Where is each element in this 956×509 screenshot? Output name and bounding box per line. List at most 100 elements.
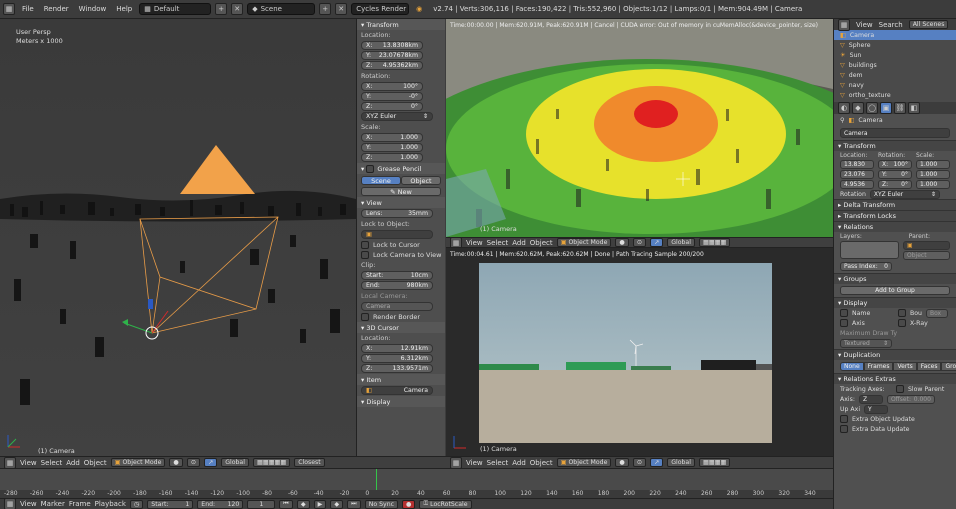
slow-parent-checkbox[interactable] [896, 385, 904, 393]
axis-checkbox[interactable] [840, 319, 848, 327]
menu-help[interactable]: Help [116, 5, 133, 13]
object-name-field[interactable]: Camera [840, 128, 950, 138]
menu-select[interactable]: Select [40, 458, 63, 467]
item-name-field[interactable]: ◧ Camera [361, 386, 433, 395]
constraints-tab-icon[interactable]: ⛓ [894, 102, 906, 114]
dup-group-tab[interactable]: Group [941, 362, 956, 371]
menu-frame[interactable]: Frame [68, 500, 91, 508]
cursor-x-field[interactable]: X: 12.91km [361, 344, 433, 353]
pivot-select[interactable]: ⊙ [632, 458, 647, 467]
rotation-z-field[interactable]: Z: 0° [361, 102, 423, 111]
close-scene-icon[interactable]: ✕ [335, 3, 348, 15]
current-frame-line[interactable] [376, 469, 377, 498]
bounds-checkbox[interactable] [898, 309, 906, 317]
menu-add[interactable]: Add [66, 458, 80, 467]
render-engine-select[interactable]: Cycles Render [351, 3, 410, 15]
layers-grid[interactable] [840, 241, 899, 259]
menu-select[interactable]: Select [486, 458, 509, 467]
duplication-header[interactable]: ▾ Duplication [834, 349, 956, 360]
loc-z-field[interactable]: 4.9536 [840, 180, 874, 189]
outliner-item[interactable]: ◧ Camera [834, 30, 956, 40]
data-tab-icon[interactable]: ◧ [908, 102, 920, 114]
shading-select[interactable]: ● [169, 458, 183, 467]
menu-view[interactable]: View [20, 458, 37, 467]
cursor-header[interactable]: ▾ 3D Cursor [357, 322, 445, 333]
location-x-field[interactable]: X: 13.8308km [361, 41, 423, 50]
manipulator-toggle[interactable]: ↗ [204, 458, 218, 467]
rotation-mode-select[interactable]: XYZ Euler ⇕ [869, 189, 940, 199]
layers-grid[interactable]: ▦▦▦▦▦ [252, 458, 291, 467]
relations-extras-header[interactable]: ▾ Relations Extras [834, 373, 956, 384]
jump-start-button[interactable]: ⏮ [279, 499, 293, 509]
scene-tab-icon[interactable]: ◆ [852, 102, 864, 114]
delta-transform-header[interactable]: ▸ Delta Transform [834, 199, 956, 210]
orientation-select[interactable]: Global [667, 458, 695, 467]
offset-field[interactable]: Offset: 0.000 [886, 394, 935, 404]
view-header[interactable]: ▾ View [357, 197, 445, 208]
pivot-select[interactable]: ⊙ [186, 458, 201, 467]
world-tab-icon[interactable]: ◯ [866, 102, 878, 114]
scale-x-field[interactable]: X: 1.000 [361, 133, 423, 142]
menu-add[interactable]: Add [512, 238, 526, 247]
rotation-x-field[interactable]: X: 100° [361, 82, 423, 91]
relations-header[interactable]: ▾ Relations [834, 221, 956, 232]
sync-select[interactable]: No Sync [364, 499, 399, 509]
outliner-item[interactable]: ▽ buildings [834, 60, 956, 70]
grease-pencil-header[interactable]: ▾ Grease Pencil [357, 163, 445, 174]
name-checkbox[interactable] [840, 309, 848, 317]
menu-view[interactable]: View [466, 238, 483, 247]
next-key-button[interactable]: ◆ [330, 499, 344, 509]
outliner-item[interactable]: ▽ navy [834, 80, 956, 90]
xray-checkbox[interactable] [898, 319, 906, 327]
rot-x-field[interactable]: X: 100° [878, 160, 912, 169]
parent-field[interactable]: ▣ [903, 241, 950, 250]
menu-window[interactable]: Window [78, 5, 107, 13]
menu-marker[interactable]: Marker [40, 500, 65, 508]
scale-x-field[interactable]: 1.000 [916, 160, 950, 169]
rotation-y-field[interactable]: Y: -0° [361, 92, 423, 101]
item-header[interactable]: ▾ Item [357, 374, 445, 385]
rot-y-field[interactable]: Y: 0° [878, 170, 912, 179]
shading-select[interactable]: ● [615, 238, 629, 247]
start-frame-field[interactable]: Start: 1 [147, 499, 194, 509]
extra-update-checkbox[interactable] [840, 415, 848, 423]
outliner-item[interactable]: ▽ Sphere [834, 40, 956, 50]
outliner-display-mode[interactable]: All Scenes [908, 20, 949, 29]
close-layout-icon[interactable]: ✕ [231, 3, 244, 15]
snap-select[interactable]: Closest [294, 458, 325, 467]
transform-locks-header[interactable]: ▸ Transform Locks [834, 210, 956, 221]
lock-cursor-toggle[interactable]: Lock to Cursor [357, 240, 445, 250]
add-to-group-button[interactable]: Add to Group [840, 286, 950, 295]
checkbox[interactable] [361, 313, 369, 321]
menu-view[interactable]: View [466, 458, 483, 467]
clip-start-field[interactable]: Start: 10cm [361, 271, 433, 280]
layers-grid[interactable]: ▦▦▦▦ [698, 238, 731, 247]
menu-object[interactable]: Object [529, 238, 553, 247]
record-button[interactable]: ● [402, 499, 416, 509]
checkbox[interactable] [361, 241, 369, 249]
lock-camera-toggle[interactable]: Lock Camera to View [357, 250, 445, 260]
mode-select[interactable]: ▣ Object Mode [556, 458, 612, 467]
viewport-render-top[interactable]: Time:00:00.00 | Mem:620.91M, Peak:620.91… [446, 19, 833, 237]
up-axis-select[interactable]: Y [864, 404, 889, 414]
viewport-render-bottom[interactable]: Time:00:04.61 | Mem:620.62M, Peak:620.62… [446, 248, 833, 456]
outliner-item[interactable]: ▽ dem [834, 70, 956, 80]
lock-object-field[interactable]: ▣ [361, 230, 433, 239]
add-layout-icon[interactable]: + [215, 3, 228, 15]
bounds-type-select[interactable]: Box [925, 308, 948, 318]
menu-view[interactable]: View [20, 500, 37, 508]
outliner-search-menu[interactable]: Search [878, 20, 903, 29]
pass-index-field[interactable]: Pass Index: 0 [840, 262, 892, 271]
transform-header[interactable]: ▾ Transform [357, 19, 445, 30]
transform-section-header[interactable]: ▾ Transform [834, 140, 956, 151]
timeline-ruler[interactable]: -280 -260 -240 -220 -200 -180 -160 -140 -120 -100… [0, 490, 833, 498]
menu-playback[interactable]: Playback [94, 500, 126, 508]
prev-key-button[interactable]: ◆ [296, 499, 310, 509]
manipulator-toggle[interactable]: ↗ [650, 238, 664, 247]
location-y-field[interactable]: Y: 23.07678km [361, 51, 423, 60]
track-axis-select[interactable]: Z [858, 394, 883, 404]
mode-select[interactable]: ▣ Object Mode [110, 458, 166, 467]
scene-selector[interactable]: ◆ Scene [247, 3, 316, 15]
orientation-select[interactable]: Global [667, 238, 695, 247]
preview-range-toggle[interactable]: ◷ [129, 499, 144, 509]
